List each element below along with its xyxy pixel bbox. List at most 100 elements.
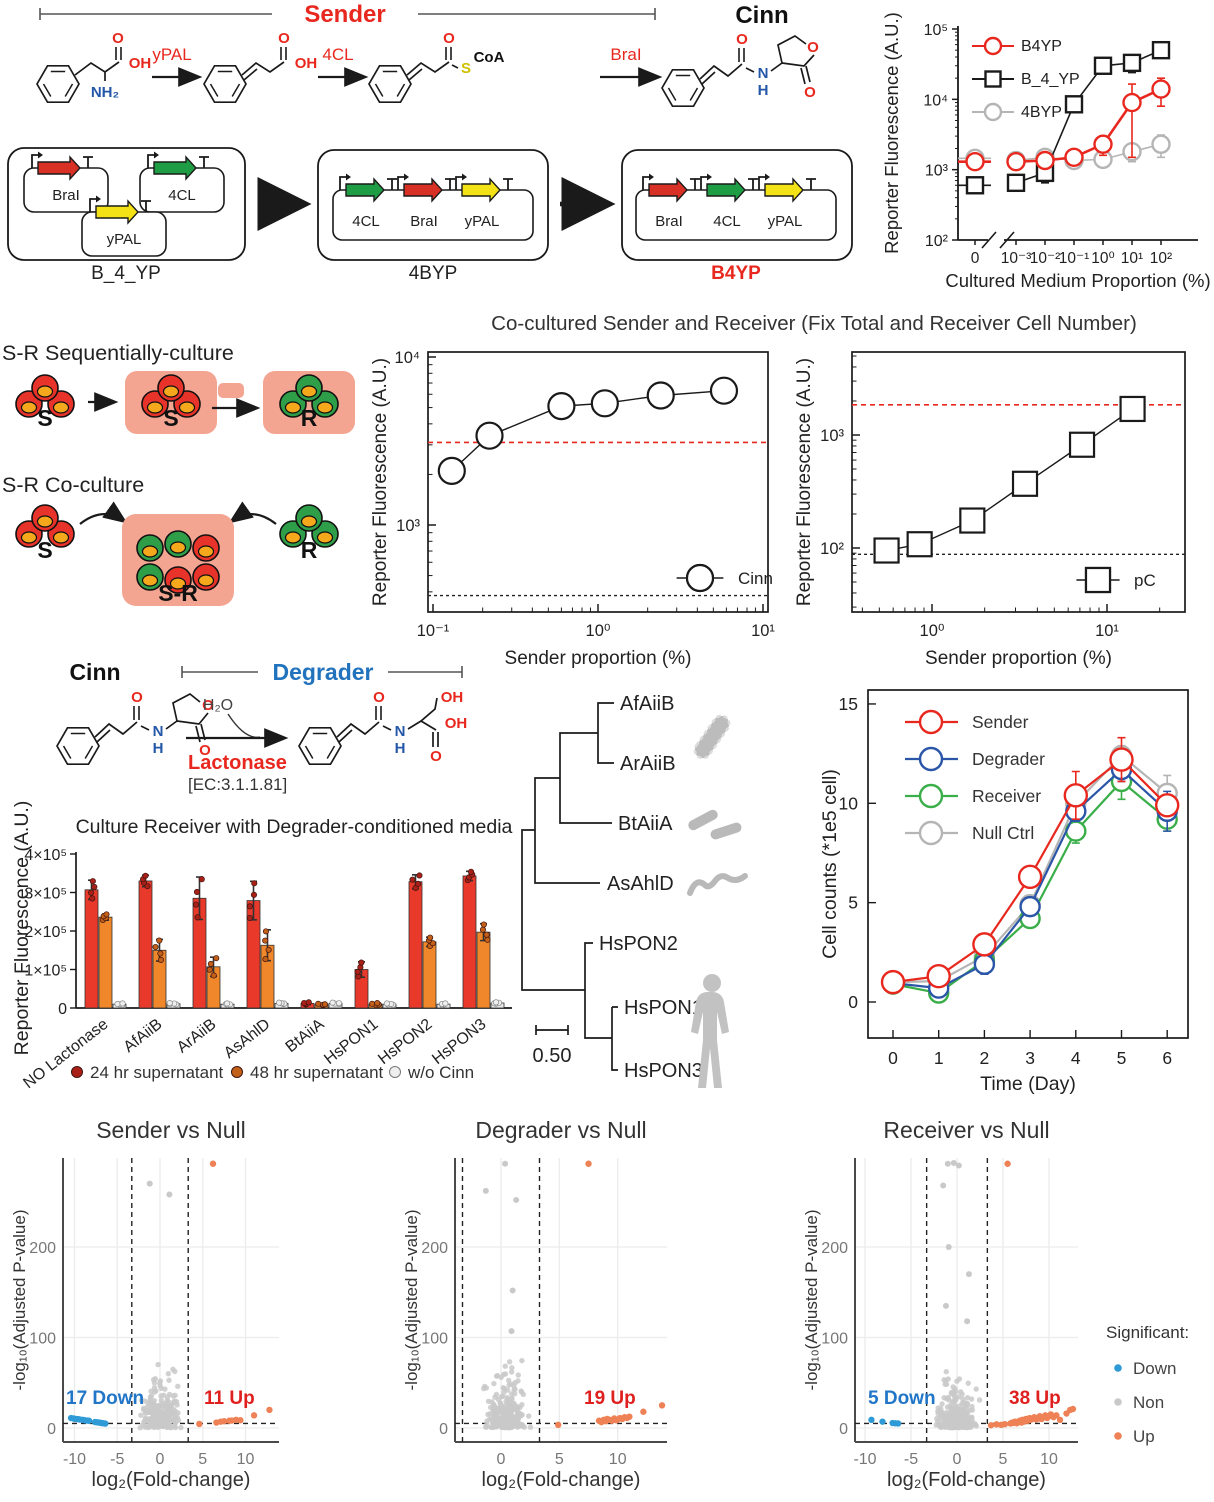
bar-data-dot [409,876,416,883]
data-point [906,531,933,558]
terminator-glyph [690,178,700,190]
bar-48 hr supernatant [422,941,437,1009]
y-tick-label: 0 [848,992,858,1012]
legend-dot-non [1114,1398,1122,1406]
data-point [918,746,944,772]
x-axis-label: Sender proportion (%) [505,648,692,669]
non-significant-point [945,1394,952,1401]
promoter-arrowhead [96,195,101,203]
bar-data-dot [354,968,361,975]
plasmid-box [621,149,853,261]
chart-title: Culture Receiver with Degrader-condition… [76,816,513,838]
bar-data-dot [156,937,163,944]
non-significant-point [142,1410,149,1416]
x-axis-label: Time (Day) [980,1073,1076,1095]
bar-data-dot [207,960,214,967]
y-tick-label: 10² [925,233,949,250]
bar-24 hr supernatant [408,881,423,1009]
promoter-glyph [642,176,651,190]
y-axis-label: Cell counts (*1e5 cell) [819,769,841,959]
bar-data-dot [335,1000,343,1007]
y-axis-label: -log₁₀(Adjusted P-value) [10,1210,29,1391]
data-point [547,392,576,421]
non-significant-point [175,1410,181,1416]
data-point [973,953,996,975]
sender-cells-label: S [37,405,52,431]
non-significant-point [512,1402,518,1409]
up-count-label: 38 Up [1009,1388,1061,1409]
non-significant-point [952,1404,958,1410]
non-significant-point [160,1403,167,1410]
legend-dot [231,1066,243,1078]
non-significant-point [163,1415,169,1422]
legend-label: B_4_YP [1021,71,1080,88]
x-tick-label: 2 [980,1048,990,1068]
bar-data-dot [479,926,487,933]
non-significant-point [484,1418,490,1424]
x-tick-label: -5 [110,1451,124,1468]
series-line [886,408,1133,552]
non-significant-point [511,1383,517,1389]
data-point [1154,793,1180,818]
promoter-arrowhead [707,173,712,181]
construct-name: B_4_YP [91,263,161,284]
atom-O-acid: O [430,748,442,765]
non-significant-point [504,1411,510,1417]
non-significant-point [527,1424,534,1430]
non-significant-point [972,1422,978,1428]
sequential-culture-diagram: S S R [15,371,355,434]
brai-arrow: BraI [600,45,663,87]
atom-O: O [443,30,455,47]
non-significant-point [495,1396,501,1403]
cinnamic-acid-structure: O OH [203,30,317,104]
two-rod-bacteria-icon [688,809,742,840]
up-regulated-point [250,1412,258,1419]
co-culture-diagram: S R S-R [15,501,339,606]
data-point [1064,147,1084,167]
non-significant-point [146,1180,153,1187]
up-regulated-point [209,1160,217,1167]
x-category-label: AsAhlD [221,1016,274,1062]
bar-data-dot [166,1000,173,1007]
non-significant-point [502,1363,508,1369]
data-point [1035,150,1055,171]
degrader-bracket [181,666,463,678]
non-significant-point [150,1414,156,1421]
sender-title: Sender [304,1,385,28]
y-axis-label: -log₁₀(Adjusted P-value) [802,1210,821,1391]
non-significant-point [491,1380,497,1387]
terminator-glyph [503,178,513,190]
atom-OH-acid: OH [445,715,468,732]
axis-break [981,231,1015,249]
data-point [1151,40,1171,60]
legend-label: Up [1133,1427,1155,1446]
non-significant-point [482,1187,489,1194]
lactonase-bar-chart: Culture Receiver with Degrader-condition… [11,801,513,1092]
gene-label: 4CL [352,213,380,230]
y-tick-label: 3×10⁵ [24,886,67,903]
gene-label: BraI [655,213,683,230]
non-significant-point [166,1191,173,1198]
chart-title: Degrader vs Null [475,1117,646,1143]
non-significant-point [171,1398,178,1404]
x-tick-label: 10⁻¹ [417,622,450,640]
human-silhouette-icon [691,974,729,1088]
non-significant-point [513,1196,520,1203]
y-tick-label: 10² [820,540,844,558]
gene-label: BraI [410,213,438,230]
legend-label: 4BYP [1021,104,1062,121]
y-axis-label: -log₁₀(Adjusted P-value) [402,1210,421,1391]
up-regulated-point [220,1418,228,1425]
bar-data-dot [103,911,110,918]
gene-label: yPAL [768,213,803,230]
x-category-label: ArAiiB [174,1016,219,1057]
bar-data-dot [91,883,98,890]
non-significant-point [965,1271,972,1278]
non-significant-point [155,1361,161,1368]
y-tick-label: 0 [58,1001,67,1018]
data-point [1068,431,1096,458]
atom-O-ring: O [807,39,819,56]
x-tick-label: 10 [609,1451,627,1468]
bar-data-dot [194,914,201,921]
non-significant-point [498,1409,504,1415]
